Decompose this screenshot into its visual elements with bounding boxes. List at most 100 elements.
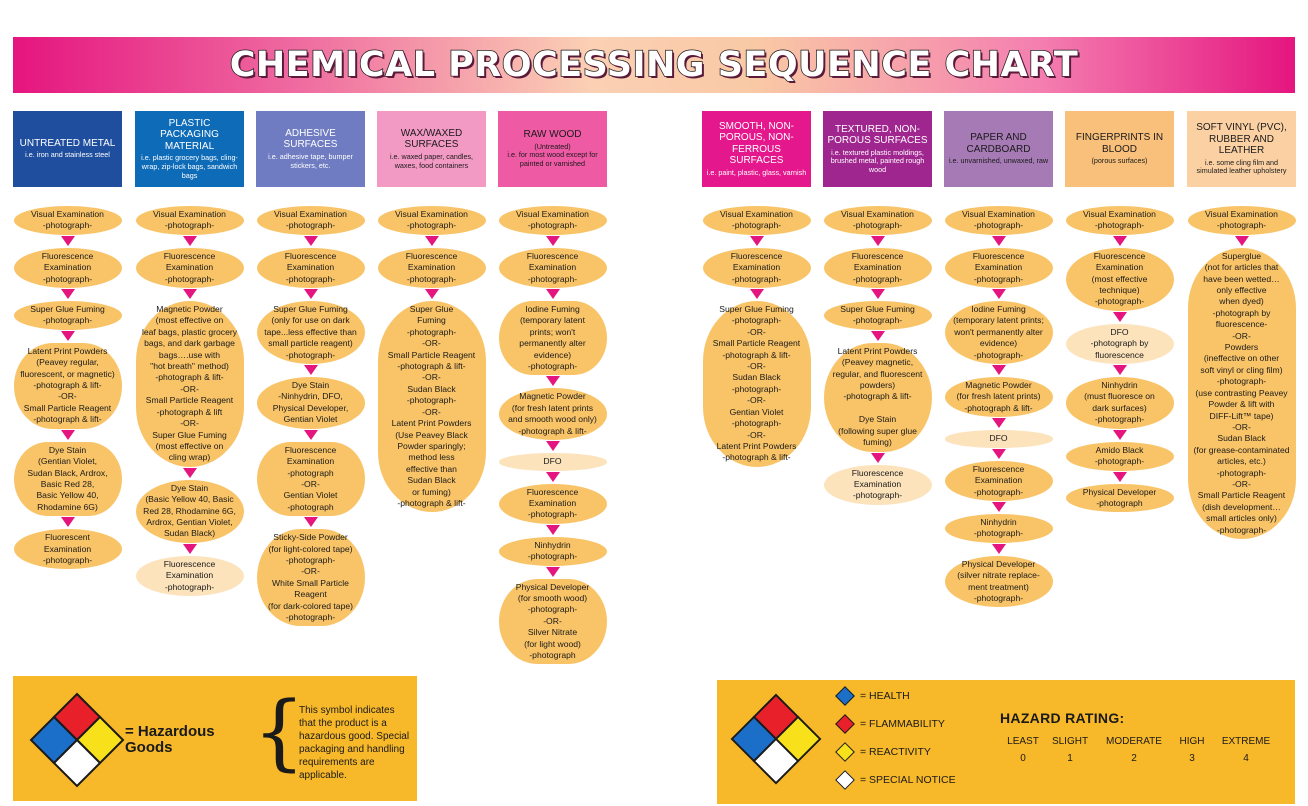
- down-arrow-icon: [545, 289, 560, 300]
- process-step: Ninhydrin -photograph-: [498, 536, 607, 566]
- process-step: DFO: [944, 430, 1053, 448]
- process-step: Fluorescence Examination -photograph-: [498, 483, 607, 524]
- column-subtitle: i.e. adhesive tape, bumper stickers, etc…: [268, 151, 353, 170]
- process-step: Latent Print Powders (Peavey magnetic, r…: [823, 342, 932, 452]
- down-arrow-icon: [870, 452, 885, 463]
- step-list: Visual Examination -photograph- Fluoresce…: [13, 206, 122, 570]
- process-step: Fluorescence Examination -photograph-: [135, 555, 244, 596]
- nfpa-diamond-icon: [730, 693, 822, 785]
- down-arrow-icon: [60, 517, 75, 528]
- process-step: Physical Developer -photograph: [1065, 483, 1174, 513]
- process-step: Visual Examination -photograph-: [944, 206, 1053, 235]
- process-step: Ninhydrin -photograph-: [944, 513, 1053, 543]
- process-step: Iodine Fuming (temporary latent prints; …: [498, 301, 607, 376]
- down-arrow-icon: [60, 330, 75, 341]
- process-column: PAPER AND CARDBOARD i.e. unvarnished, unw…: [944, 111, 1053, 608]
- process-step: Dye Stain (Basic Yellow 40, Basic Red 28…: [135, 479, 244, 543]
- down-arrow-icon: [1234, 235, 1249, 246]
- process-step: Magnetic Powder (for fresh latent prints…: [944, 377, 1053, 418]
- rating-level-value: 2: [1131, 753, 1137, 764]
- down-arrow-icon: [182, 467, 197, 478]
- process-step: Visual Examination -photograph-: [1187, 206, 1296, 235]
- process-step: Super Glue Fuming (only for use on dark …: [256, 301, 365, 365]
- rating-level-label: SLIGHT: [1051, 736, 1089, 747]
- column-header: SMOOTH, NON-POROUS, NON-FERROUS SURFACES…: [702, 111, 811, 187]
- column-subtitle: i.e. plastic grocery bags, cling-wrap, z…: [141, 153, 238, 180]
- process-column: FINGERPRINTS IN BLOOD (porous surfaces) Vi…: [1065, 111, 1174, 513]
- rating-level-value: 0: [1020, 753, 1026, 764]
- column-header: WAX/WAXED SURFACES i.e. waxed paper, cand…: [377, 111, 486, 187]
- column-subtitle: i.e. waxed paper, candles, waxes, food c…: [389, 151, 474, 170]
- down-arrow-icon: [1112, 311, 1127, 322]
- down-arrow-icon: [991, 448, 1006, 459]
- process-column: ADHESIVE SURFACES i.e. adhesive tape, bum…: [256, 111, 365, 627]
- process-step: Fluorescence Examination (most effective…: [1065, 247, 1174, 311]
- process-step: Iodine Fuming (temporary latent prints; …: [944, 301, 1053, 365]
- down-arrow-icon: [545, 235, 560, 246]
- rating-level-value: 3: [1189, 753, 1195, 764]
- down-arrow-icon: [1112, 471, 1127, 482]
- down-arrow-icon: [303, 235, 318, 246]
- process-column: SOFT VINYL (PVC), RUBBER AND LEATHER i.e.…: [1187, 111, 1296, 539]
- process-column: TEXTURED, NON-POROUS SURFACES i.e. textur…: [823, 111, 932, 505]
- legend-swatch-icon: [835, 686, 855, 706]
- legend-panel: = HEALTH = FLAMMABILITY = REACTIVITY = SPEC…: [717, 680, 1295, 804]
- down-arrow-icon: [545, 471, 560, 482]
- legend-label: = REACTIVITY: [860, 746, 931, 758]
- legend-label: = HEALTH: [860, 690, 910, 702]
- process-column: WAX/WAXED SURFACES i.e. waxed paper, cand…: [377, 111, 486, 513]
- step-list: Visual Examination -photograph- Superglue…: [1187, 206, 1296, 539]
- down-arrow-icon: [870, 235, 885, 246]
- process-step: Visual Examination -photograph-: [498, 206, 607, 235]
- process-step: Visual Examination -photograph-: [702, 206, 811, 235]
- down-arrow-icon: [1112, 429, 1127, 440]
- down-arrow-icon: [60, 235, 75, 246]
- process-step: Visual Examination -photograph-: [135, 206, 244, 235]
- down-arrow-icon: [303, 429, 318, 440]
- process-step: Visual Examination -photograph-: [823, 206, 932, 235]
- process-step: Fluorescence Examination -photograph-: [702, 247, 811, 289]
- process-step: Physical Developer (silver nitrate repla…: [944, 555, 1053, 608]
- down-arrow-icon: [60, 429, 75, 440]
- chart-title: CHEMICAL PROCESSING SEQUENCE CHART: [229, 44, 1079, 86]
- down-arrow-icon: [424, 289, 439, 300]
- process-column: PLASTIC PACKAGING MATERIAL i.e. plastic g…: [135, 111, 244, 596]
- column-title: SOFT VINYL (PVC), RUBBER AND LEATHER: [1196, 122, 1287, 157]
- process-step: Fluorescence Examination -photograph-: [135, 247, 244, 289]
- process-step: DFO -photograph by fluorescence: [1065, 323, 1174, 365]
- rating-level-label: HIGH: [1179, 736, 1205, 747]
- step-list: Visual Examination -photograph- Fluoresce…: [377, 206, 486, 513]
- process-step: Fluorescence Examination -photograph -OR…: [256, 441, 365, 517]
- process-step: Fluorescence Examination -photograph-: [823, 464, 932, 505]
- down-arrow-icon: [182, 543, 197, 554]
- down-arrow-icon: [182, 289, 197, 300]
- process-step: Fluorescence Examination -photograph-: [823, 247, 932, 289]
- step-list: Visual Examination -photograph- Fluoresce…: [135, 206, 244, 596]
- process-step: Magnetic Powder (most effective on leaf …: [135, 301, 244, 467]
- process-step: Fluorescence Examination -photograph-: [377, 247, 486, 289]
- down-arrow-icon: [870, 289, 885, 300]
- legend-label: = SPECIAL NOTICE: [860, 774, 956, 786]
- process-step: Visual Examination -photograph-: [13, 206, 122, 235]
- column-header: PAPER AND CARDBOARD i.e. unvarnished, unw…: [944, 111, 1053, 187]
- process-column: RAW WOOD (Untreated) i.e. for most wood e…: [498, 111, 607, 665]
- down-arrow-icon: [749, 235, 764, 246]
- down-arrow-icon: [545, 566, 560, 577]
- column-title: TEXTURED, NON-POROUS SURFACES: [827, 123, 928, 147]
- down-arrow-icon: [545, 441, 560, 452]
- column-subtitle: i.e. iron and stainless steel: [25, 150, 110, 160]
- column-header: PLASTIC PACKAGING MATERIAL i.e. plastic g…: [135, 111, 244, 187]
- down-arrow-icon: [182, 235, 197, 246]
- column-header: RAW WOOD (Untreated) i.e. for most wood e…: [498, 111, 607, 187]
- rating-level-label: EXTREME: [1221, 736, 1271, 747]
- column-header: UNTREATED METAL i.e. iron and stainless s…: [13, 111, 122, 187]
- title-banner: CHEMICAL PROCESSING SEQUENCE CHART: [13, 37, 1295, 93]
- legend-item: = HEALTH: [835, 686, 910, 706]
- curly-brace-icon: {: [253, 685, 306, 780]
- column-title: ADHESIVE SURFACES: [283, 127, 338, 151]
- process-step: Physical Developer (for smooth wood) -ph…: [498, 578, 607, 665]
- process-step: Fluorescence Examination -photograph-: [944, 460, 1053, 501]
- process-step: Fluorescent Examination -photograph-: [13, 529, 122, 570]
- process-step: Visual Examination -photograph-: [1065, 206, 1174, 235]
- down-arrow-icon: [991, 289, 1006, 300]
